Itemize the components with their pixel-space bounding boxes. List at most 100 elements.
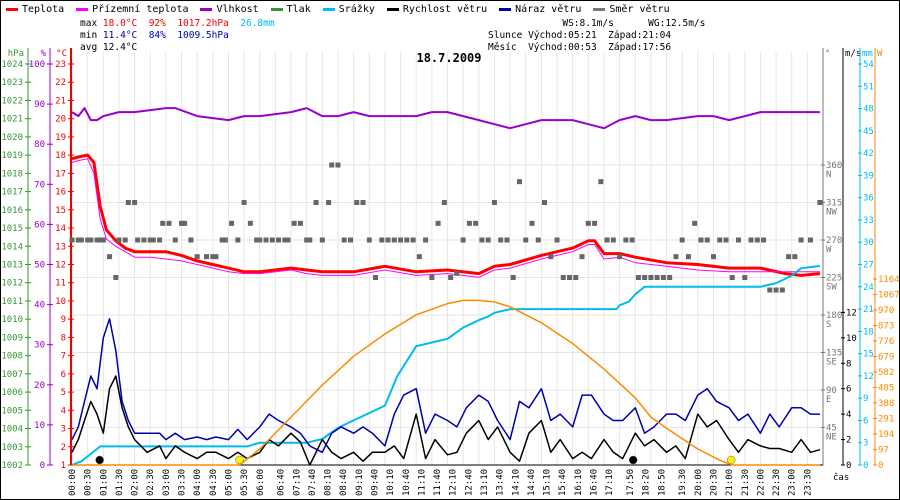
wind-direction-point — [817, 200, 823, 205]
x-tick-label: 13:40 — [496, 469, 506, 496]
x-tick-label: 08:40 — [339, 469, 349, 496]
tick-label: 9 — [863, 394, 868, 404]
wind-direction-point — [360, 200, 366, 205]
x-tick-label: 11:40 — [433, 469, 443, 496]
wind-direction-point — [347, 237, 353, 243]
pressure-axis: hPa 1002 1003 1004 1005 1006 1007 1008 1009 1010 1… — [1, 48, 31, 471]
tick-label: 1008 — [1, 352, 23, 362]
tick-label: 60 — [34, 220, 45, 230]
wind-direction-point — [660, 275, 666, 280]
wind-direction-point — [610, 237, 616, 243]
x-tick-label: 12:40 — [464, 469, 474, 496]
tick-label: 6 — [846, 385, 851, 395]
wind-direction-point — [257, 237, 263, 243]
tick-label: 1018 — [1, 169, 23, 179]
tick-label: 100 — [29, 60, 45, 70]
stats-panel: max 18.0°C 92% 1017.2hPa 26.8mm min 11.4… — [80, 18, 275, 54]
tick-label: 1017 — [1, 188, 23, 198]
moon-set: Západ:17:56 — [608, 42, 672, 53]
wind-direction-point — [807, 237, 813, 243]
x-tick-label: 02:30 — [146, 469, 156, 496]
tick-label: 6 — [863, 416, 868, 426]
tick-label: 54 — [863, 60, 874, 70]
wind-direction-point — [254, 237, 260, 243]
stats-max-press: 1017.2hPa — [177, 18, 229, 29]
wind-direction-point — [229, 220, 235, 226]
wind-direction-point — [742, 275, 748, 280]
legend-swatch — [593, 7, 606, 11]
moon-rise-marker — [95, 455, 104, 465]
tick-label: 1067 — [878, 291, 900, 301]
wind-direction-point — [654, 275, 660, 280]
tick-label: 485 — [878, 384, 894, 394]
wind-direction-point — [667, 275, 673, 280]
wind-direction-point — [219, 237, 225, 243]
x-tick-label: 03:00 — [162, 469, 172, 496]
wind-direction-point — [147, 237, 153, 243]
legend-swatch — [322, 7, 335, 11]
tick-label: 970 — [878, 306, 894, 316]
x-tick-label: 07:10 — [292, 469, 302, 496]
tick-label: 11 — [55, 279, 66, 289]
series-vlhkost — [71, 107, 820, 130]
tick-label: 30 — [34, 341, 45, 351]
wind-direction-point — [379, 237, 385, 243]
tick-label: 3 — [863, 439, 868, 449]
wind-direction-point — [754, 237, 760, 243]
tick-label: 30 — [863, 238, 874, 248]
legend-swatch — [499, 7, 512, 11]
astro-panel: WS:8.1m/s WG:12.5m/s Slunce Východ:05:21 … — [488, 18, 705, 54]
wind-direction-point — [648, 275, 654, 280]
legend-swatch — [270, 7, 283, 11]
legend-label: Tlak — [286, 3, 311, 15]
tick-label: 1014 — [1, 242, 23, 252]
legend-item: Rychlost větru — [386, 2, 488, 16]
temperature-axis-unit: °C — [56, 49, 67, 59]
wind-direction-point — [291, 220, 297, 226]
wind-direction-point — [125, 200, 131, 205]
tick-label: 12 — [55, 261, 66, 271]
x-tick-label: 11:10 — [417, 469, 427, 496]
wind-direction-point — [172, 237, 178, 243]
legend-label: Rychlost větru — [402, 3, 488, 15]
x-tick-label: 01:30 — [115, 469, 125, 496]
x-tick-label: 10:40 — [402, 469, 412, 496]
tick-label: 1005 — [1, 406, 23, 416]
x-tick-label: 13:10 — [480, 469, 490, 496]
legend-label: Teplota — [22, 3, 65, 15]
wind-direction-point — [222, 237, 228, 243]
tick-label: 22 — [55, 78, 66, 88]
wind-direction-point — [479, 237, 485, 243]
tick-label: 873 — [878, 322, 894, 332]
wind-direction-point — [623, 237, 629, 243]
x-tick-label: 23:30 — [803, 469, 813, 496]
x-tick-label: 22:00 — [756, 469, 766, 496]
stats-max-temp: 18.0°C — [102, 18, 138, 29]
tick-label: 10 — [34, 421, 45, 431]
x-tick-label: 17:10 — [605, 469, 615, 496]
tick-label: 36 — [863, 194, 874, 204]
wind-direction-point — [629, 237, 635, 243]
wind-direction-point — [88, 237, 94, 243]
stats-min-temp: 11.4°C — [102, 30, 138, 41]
wind-direction-point — [642, 275, 648, 280]
wind-direction-point — [567, 275, 573, 280]
wind-direction-point — [592, 220, 598, 226]
tick-label: 315 — [826, 199, 842, 209]
wind-direction-point — [710, 254, 716, 260]
wind-direction-point — [554, 237, 560, 243]
x-tick-label: 07:40 — [308, 469, 318, 496]
tick-label: 8 — [846, 359, 851, 369]
wind-direction-point — [188, 237, 194, 243]
wind-direction-point — [335, 162, 341, 168]
legend-item: Tlak — [270, 2, 311, 16]
wind-direction-point — [78, 237, 84, 243]
wind-direction-point — [523, 237, 529, 243]
wind-direction-point — [307, 237, 313, 243]
wind-direction-point — [448, 275, 454, 280]
series-náraz-větru — [71, 318, 820, 454]
legend-label: Vlhkost — [216, 3, 259, 15]
legend-swatch — [76, 7, 89, 11]
wind-direction-point — [150, 237, 156, 243]
solar-axis: W 0 97 194 291 388 485 582 679 776 873 970 1067 1164 — [873, 48, 900, 471]
